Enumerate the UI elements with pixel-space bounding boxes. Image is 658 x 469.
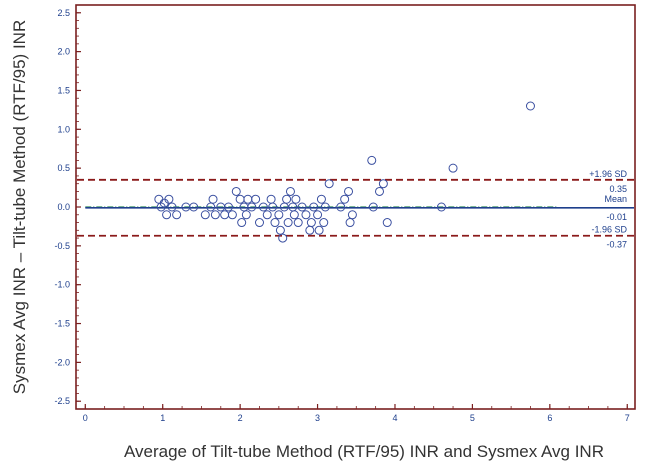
data-point (309, 202, 319, 212)
y-tick-label: 0.5 (57, 163, 70, 173)
data-point (200, 210, 210, 220)
data-point (172, 210, 182, 220)
y-tick-label: -0.5 (54, 241, 70, 251)
data-point (378, 179, 388, 189)
plot-frame (75, 4, 636, 410)
y-tick-label: 2.0 (57, 47, 70, 57)
axes: -2.5 -2.0 -1.5 -1.0 -0.5 0.0 0.5 1.0 1.5 2.0 2.5 0 1… (54, 8, 629, 423)
data-point (235, 194, 245, 204)
y-tick-label: -1.0 (54, 280, 70, 290)
data-point (224, 202, 234, 212)
x-axis-label: Average of Tilt-tube Method (RTF/95) INR… (124, 442, 604, 461)
data-point (283, 218, 293, 228)
y-tick-label: 0.0 (57, 202, 70, 212)
data-point (340, 194, 350, 204)
data-point (162, 210, 172, 220)
x-tick-label: 5 (470, 413, 475, 423)
data-point (382, 218, 392, 228)
data-point (297, 202, 307, 212)
data-point (275, 225, 285, 235)
y-tick-label: -2.5 (54, 396, 70, 406)
mean-value: -0.01 (606, 212, 627, 222)
y-tick-label: 1.5 (57, 85, 70, 95)
data-point (316, 194, 326, 204)
data-point (301, 210, 311, 220)
data-point (243, 194, 253, 204)
x-tick-label: 3 (315, 413, 320, 423)
x-tick-label: 0 (83, 413, 88, 423)
x-tick-label: 2 (238, 413, 243, 423)
data-point (247, 202, 257, 212)
data-point (320, 202, 330, 212)
data-point (324, 179, 334, 189)
data-point (220, 210, 230, 220)
data-point (313, 210, 323, 220)
data-point (167, 202, 177, 212)
data-point (274, 210, 284, 220)
x-tick-label: 7 (625, 413, 630, 423)
data-point (375, 186, 385, 196)
data-point (164, 194, 174, 204)
data-point (285, 186, 295, 196)
data-point (210, 210, 220, 220)
data-point (270, 218, 280, 228)
data-point (251, 194, 261, 204)
data-point (241, 210, 251, 220)
data-point (344, 186, 354, 196)
data-point (345, 218, 355, 228)
y-axis-label: Sysmex Avg INR – Tilt-tube Method (RTF/9… (10, 20, 29, 394)
data-point (448, 163, 458, 173)
x-tick-label: 1 (160, 413, 165, 423)
data-point (293, 218, 303, 228)
lower-sd-value: -0.37 (606, 240, 627, 250)
data-point (266, 194, 276, 204)
data-point (319, 218, 329, 228)
data-point (258, 202, 268, 212)
data-point (227, 210, 237, 220)
data-point (154, 194, 164, 204)
data-point (347, 210, 357, 220)
upper-sd-label: +1.96 SD (589, 169, 627, 179)
data-point (314, 225, 324, 235)
upper-sd-value: 0.35 (609, 184, 627, 194)
data-point (306, 218, 316, 228)
x-tick-label: 4 (392, 413, 397, 423)
data-point (278, 233, 288, 243)
x-tick-label: 6 (547, 413, 552, 423)
data-point (336, 202, 346, 212)
data-point (305, 225, 315, 235)
data-point (254, 218, 264, 228)
data-point (291, 194, 301, 204)
y-tick-label: 2.5 (57, 8, 70, 18)
data-point (268, 202, 278, 212)
data-point (231, 186, 241, 196)
data-points (154, 101, 535, 243)
data-point (368, 202, 378, 212)
y-tick-label: -2.0 (54, 357, 70, 367)
data-point (262, 210, 272, 220)
lower-sd-label: -1.96 SD (591, 225, 627, 235)
data-point (436, 202, 446, 212)
data-point (367, 155, 377, 165)
reference-lines (77, 178, 634, 237)
data-point (208, 194, 218, 204)
data-point (189, 202, 199, 212)
data-point (289, 210, 299, 220)
data-point (282, 194, 292, 204)
mean-label: Mean (604, 194, 627, 204)
y-tick-label: 1.0 (57, 124, 70, 134)
data-point (237, 218, 247, 228)
data-point (525, 101, 535, 111)
y-tick-label: -1.5 (54, 319, 70, 329)
